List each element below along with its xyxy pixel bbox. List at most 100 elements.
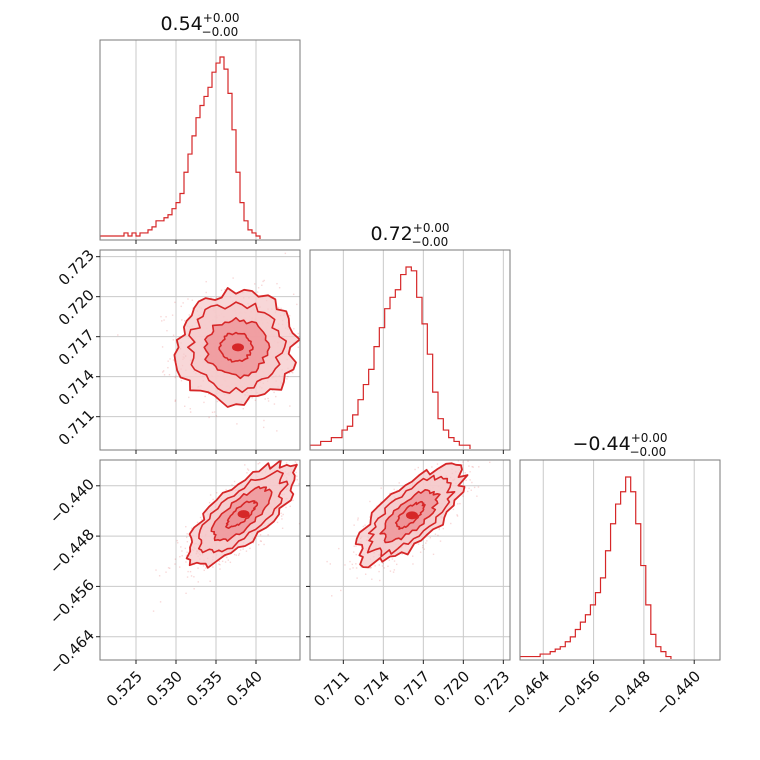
hist-panel-1: 0.72+0.00 −0.00	[309, 221, 511, 454]
scatter-point	[355, 553, 357, 556]
scatter-point	[329, 563, 332, 565]
param-title-lower: −0.00	[630, 445, 667, 459]
param-title: 0.54+0.00 −0.00	[160, 11, 239, 39]
scatter-point	[215, 296, 218, 298]
scatter-point	[185, 525, 187, 528]
scatter-point	[191, 527, 193, 529]
scatter-point	[229, 561, 232, 564]
scatter-point	[257, 544, 260, 546]
scatter-point	[304, 472, 305, 473]
y-tick-label: 0.711	[55, 406, 98, 449]
scatter-point	[344, 564, 346, 566]
scatter-point	[175, 375, 177, 377]
scatter-point	[258, 462, 261, 464]
scatter-point	[257, 287, 260, 289]
scatter-point	[356, 577, 358, 579]
scatter-point	[296, 451, 297, 452]
scatter-point	[181, 319, 183, 321]
y-tick-label: −0.440	[46, 475, 98, 527]
scatter-point	[224, 289, 226, 291]
y-tick-label: 0.714	[55, 366, 98, 409]
scatter-point	[224, 555, 227, 557]
scatter-point	[184, 405, 186, 407]
scatter-point	[186, 541, 189, 543]
y-tick-label: 0.720	[55, 286, 98, 329]
scatter-point	[295, 455, 296, 456]
scatter-point	[462, 450, 463, 451]
scatter-point	[262, 426, 265, 429]
scatter-point	[473, 455, 474, 456]
scatter-point	[184, 547, 187, 550]
scatter-point	[294, 461, 297, 463]
scatter-point	[193, 588, 195, 590]
scatter-point	[321, 461, 322, 462]
scatter-point	[380, 487, 382, 489]
scatter-point	[238, 553, 241, 555]
x-tick-label: 0.711	[310, 667, 353, 710]
scatter-point	[438, 528, 440, 531]
scatter-point	[166, 329, 168, 332]
scatter-point	[289, 405, 291, 407]
scatter-point	[291, 370, 293, 373]
scatter-point	[246, 468, 249, 470]
density-peak	[406, 511, 418, 520]
x-tick-label: −0.456	[552, 667, 604, 719]
scatter-point	[197, 581, 199, 583]
scatter-point	[471, 481, 473, 484]
scatter-point	[215, 415, 218, 417]
scatter-point	[233, 480, 236, 483]
x-tick-label: 0.530	[143, 667, 186, 710]
scatter-point	[351, 563, 354, 566]
scatter-point	[267, 400, 270, 402]
scatter-point	[209, 494, 212, 496]
x-tick-label: −0.448	[602, 667, 654, 719]
scatter-point	[292, 499, 294, 502]
scatter-point	[331, 595, 333, 597]
scatter-point	[264, 398, 266, 400]
scatter-point	[305, 473, 306, 474]
hist-line	[520, 476, 672, 659]
scatter-point	[357, 517, 359, 519]
scatter-point	[369, 567, 372, 569]
scatter-point	[295, 462, 298, 465]
scatter-point	[189, 411, 192, 413]
scatter-point	[442, 527, 444, 530]
scatter-point	[464, 487, 467, 489]
scatter-point	[457, 460, 460, 462]
scatter-point	[412, 563, 414, 565]
scatter-point	[322, 353, 323, 354]
x-tick-label: 0.540	[223, 667, 266, 710]
scatter-point	[180, 305, 182, 308]
scatter-point	[450, 456, 451, 457]
scatter-point	[247, 469, 250, 471]
scatter-point	[169, 358, 171, 360]
scatter-point	[467, 460, 469, 462]
scatter-point	[174, 558, 177, 560]
scatter-point	[369, 500, 371, 503]
panel-frame	[99, 459, 301, 661]
scatter-point	[432, 553, 435, 556]
scatter-point	[271, 389, 274, 391]
scatter-point	[280, 512, 282, 515]
scatter-point	[254, 399, 257, 402]
scatter-point	[417, 543, 420, 545]
scatter-point	[355, 563, 357, 565]
scatter-point	[192, 307, 194, 310]
scatter-point	[378, 570, 380, 573]
scatter-point	[189, 570, 192, 573]
scatter-point	[276, 282, 278, 285]
param-title: 0.72+0.00 −0.00	[370, 221, 449, 249]
scatter-point	[263, 419, 265, 422]
scatter-point	[369, 516, 371, 518]
scatter-point	[236, 423, 238, 425]
scatter-point	[174, 399, 177, 401]
scatter-point	[360, 566, 363, 569]
scatter-point	[462, 461, 464, 463]
scatter-point	[245, 550, 248, 552]
scatter-point	[277, 306, 280, 309]
scatter-point	[471, 465, 473, 468]
scatter-point	[473, 486, 476, 489]
